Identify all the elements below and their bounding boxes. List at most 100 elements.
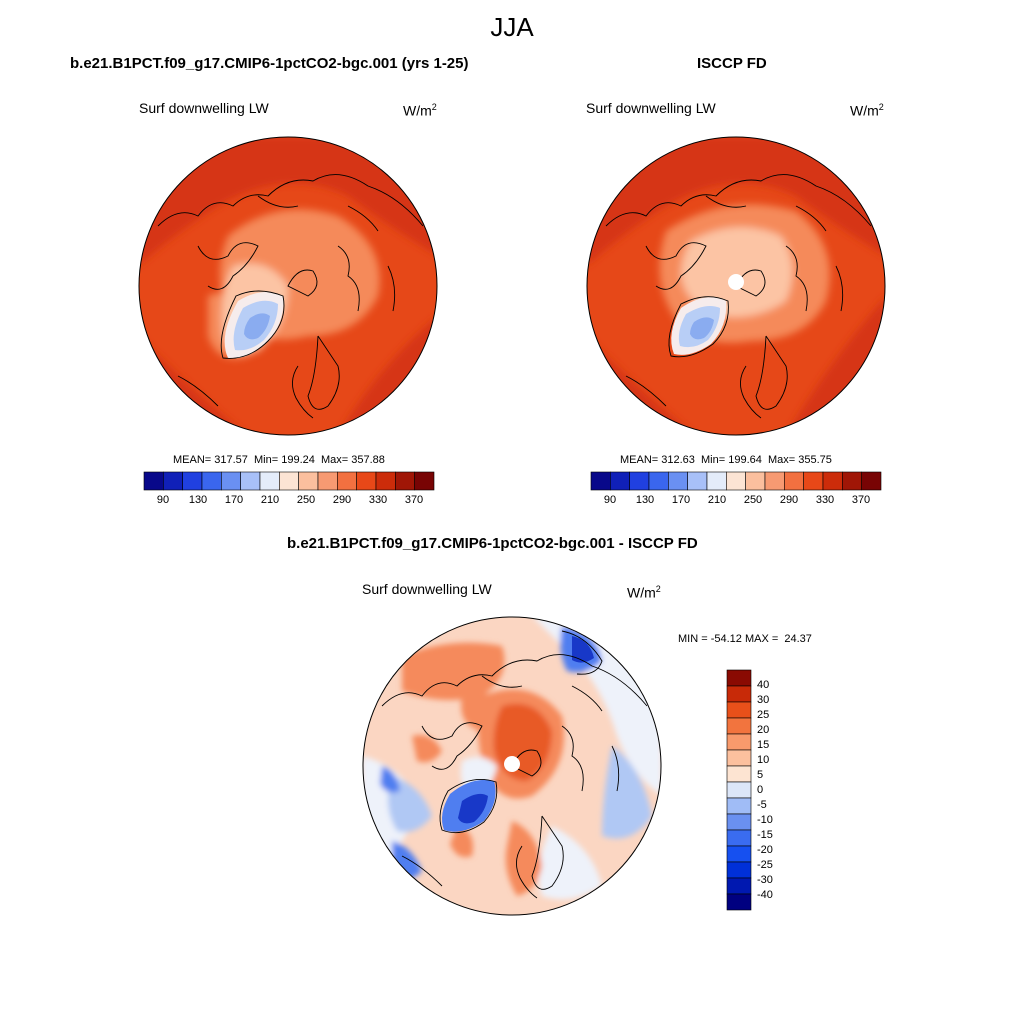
colorbar-label: 0: [757, 784, 764, 796]
panel-1-map: [138, 136, 438, 436]
diff-colorbar-labels: 40 30 25 20 15 10 5 0 -5 -10 -15 -20 -25…: [757, 670, 797, 910]
colorbar-label: 370: [404, 494, 424, 506]
panel-3-variable: Surf downwelling LW: [362, 581, 492, 597]
colorbar-swatch: [395, 471, 415, 491]
colorbar-label: -20: [757, 844, 773, 856]
panel-3-stats: MIN = -54.12 MAX = 24.37: [678, 633, 812, 645]
colorbar-label: 210: [260, 494, 280, 506]
colorbar-label: -40: [757, 889, 773, 901]
panel-1-stats: MEAN= 317.57 Min= 199.24 Max= 357.88: [173, 454, 385, 466]
colorbar-swatch: [259, 471, 280, 491]
colorbar-label: -25: [757, 859, 773, 871]
pole-hole: [728, 274, 744, 290]
colorbar-swatch: [861, 471, 882, 491]
colorbar-label: -15: [757, 829, 773, 841]
colorbar-swatch: [221, 471, 241, 491]
colorbar-swatch: [822, 471, 843, 491]
colorbar-swatch: [610, 471, 630, 491]
colorbar-swatch: [414, 471, 435, 491]
colorbar-label: 90: [156, 494, 170, 506]
colorbar-label: -30: [757, 874, 773, 886]
panel-3-map: [362, 616, 662, 916]
colorbar-swatch: [726, 685, 752, 703]
panel-1-colorbar: [143, 471, 435, 491]
colorbar-label: 330: [368, 494, 388, 506]
colorbar-label: 370: [851, 494, 871, 506]
panel-3-units: W/m2: [627, 584, 661, 601]
colorbar-swatch: [240, 471, 261, 491]
panel-2-colorbar-labels: 90 130 170 210 250 290 330 370: [591, 494, 881, 508]
colorbar-swatch: [784, 471, 804, 491]
colorbar-swatch: [629, 471, 650, 491]
colorbar-label: 15: [757, 739, 770, 751]
colorbar-swatch: [182, 471, 203, 491]
colorbar-swatch: [298, 471, 319, 491]
colorbar-swatch: [726, 669, 752, 687]
colorbar-swatch: [764, 471, 785, 491]
colorbar-swatch: [726, 893, 752, 911]
colorbar-label: 170: [671, 494, 691, 506]
colorbar-swatch: [648, 471, 669, 491]
panel-1-units: W/m2: [403, 102, 437, 119]
colorbar-swatch: [726, 701, 752, 719]
colorbar-swatch: [726, 749, 752, 767]
colorbar-swatch: [317, 471, 338, 491]
colorbar-swatch: [726, 877, 752, 895]
colorbar-label: 290: [332, 494, 352, 506]
colorbar-label: 250: [743, 494, 763, 506]
colorbar-label: 250: [296, 494, 316, 506]
colorbar-label: 90: [603, 494, 617, 506]
colorbar-label: 130: [635, 494, 655, 506]
colorbar-label: 5: [757, 769, 764, 781]
panel-2-units: W/m2: [850, 102, 884, 119]
colorbar-swatch: [726, 733, 752, 751]
colorbar-swatch: [163, 471, 183, 491]
colorbar-label: 290: [779, 494, 799, 506]
colorbar-swatch: [687, 471, 708, 491]
panel-2-colorbar: [590, 471, 882, 491]
panel-2-variable: Surf downwelling LW: [586, 100, 716, 116]
colorbar-swatch: [590, 471, 611, 491]
colorbar-swatch: [726, 717, 752, 735]
colorbar-swatch: [726, 845, 752, 863]
colorbar-label: 210: [707, 494, 727, 506]
panel-1-title: b.e21.B1PCT.f09_g17.CMIP6-1pctCO2-bgc.00…: [70, 55, 469, 72]
colorbar-swatch: [375, 471, 396, 491]
panel-2-title: ISCCP FD: [697, 55, 767, 72]
colorbar-label: 130: [188, 494, 208, 506]
colorbar-swatch: [842, 471, 862, 491]
colorbar-swatch: [726, 781, 752, 799]
colorbar-label: 30: [757, 694, 770, 706]
colorbar-swatch: [726, 861, 752, 879]
colorbar-label: 25: [757, 709, 770, 721]
colorbar-swatch: [143, 471, 164, 491]
panel-2-stats: MEAN= 312.63 Min= 199.64 Max= 355.75: [620, 454, 832, 466]
colorbar-swatch: [726, 471, 746, 491]
panel-3-title: b.e21.B1PCT.f09_g17.CMIP6-1pctCO2-bgc.00…: [287, 535, 698, 552]
panel-2-map: [586, 136, 886, 436]
colorbar-swatch: [201, 471, 222, 491]
colorbar-swatch: [726, 813, 752, 831]
colorbar-swatch: [706, 471, 727, 491]
colorbar-swatch: [726, 765, 752, 783]
pole-hole: [504, 756, 520, 772]
colorbar-swatch: [803, 471, 824, 491]
colorbar-label: -10: [757, 814, 773, 826]
colorbar-swatch: [745, 471, 766, 491]
colorbar-label: 10: [757, 754, 770, 766]
diff-colorbar: [726, 669, 752, 911]
panel-1-variable: Surf downwelling LW: [139, 100, 269, 116]
colorbar-swatch: [726, 829, 752, 847]
season-title: JJA: [490, 12, 534, 42]
colorbar-label: 330: [815, 494, 835, 506]
colorbar-swatch: [337, 471, 357, 491]
colorbar-label: 170: [224, 494, 244, 506]
colorbar-label: 20: [757, 724, 770, 736]
colorbar-swatch: [668, 471, 688, 491]
colorbar-swatch: [726, 797, 752, 815]
colorbar-label: -5: [757, 799, 767, 811]
panel-1-colorbar-labels: 90 130 170 210 250 290 330 370: [144, 494, 434, 508]
colorbar-swatch: [279, 471, 299, 491]
colorbar-label: 40: [757, 679, 770, 691]
colorbar-swatch: [356, 471, 377, 491]
